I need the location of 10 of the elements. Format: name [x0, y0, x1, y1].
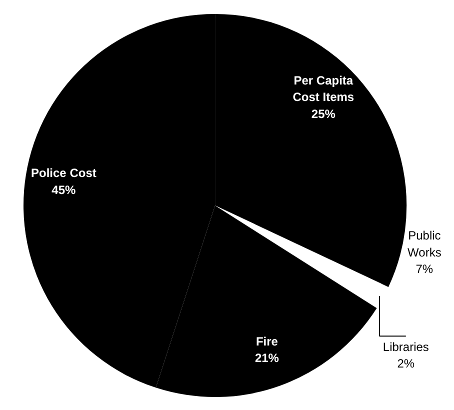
slice-label: Per Capita Cost Items — [292, 73, 354, 104]
slice-label: Public Works — [408, 228, 442, 260]
data-label: 7% — [416, 262, 434, 276]
slice-label: Libraries — [382, 340, 429, 354]
data-label: 21% — [254, 351, 280, 366]
data-label: 45% — [52, 182, 76, 197]
slice-label: Police Cost — [31, 166, 96, 180]
data-label: 2% — [397, 356, 415, 371]
data-label: 25% — [311, 106, 336, 121]
slice-label: Fire — [256, 334, 278, 348]
